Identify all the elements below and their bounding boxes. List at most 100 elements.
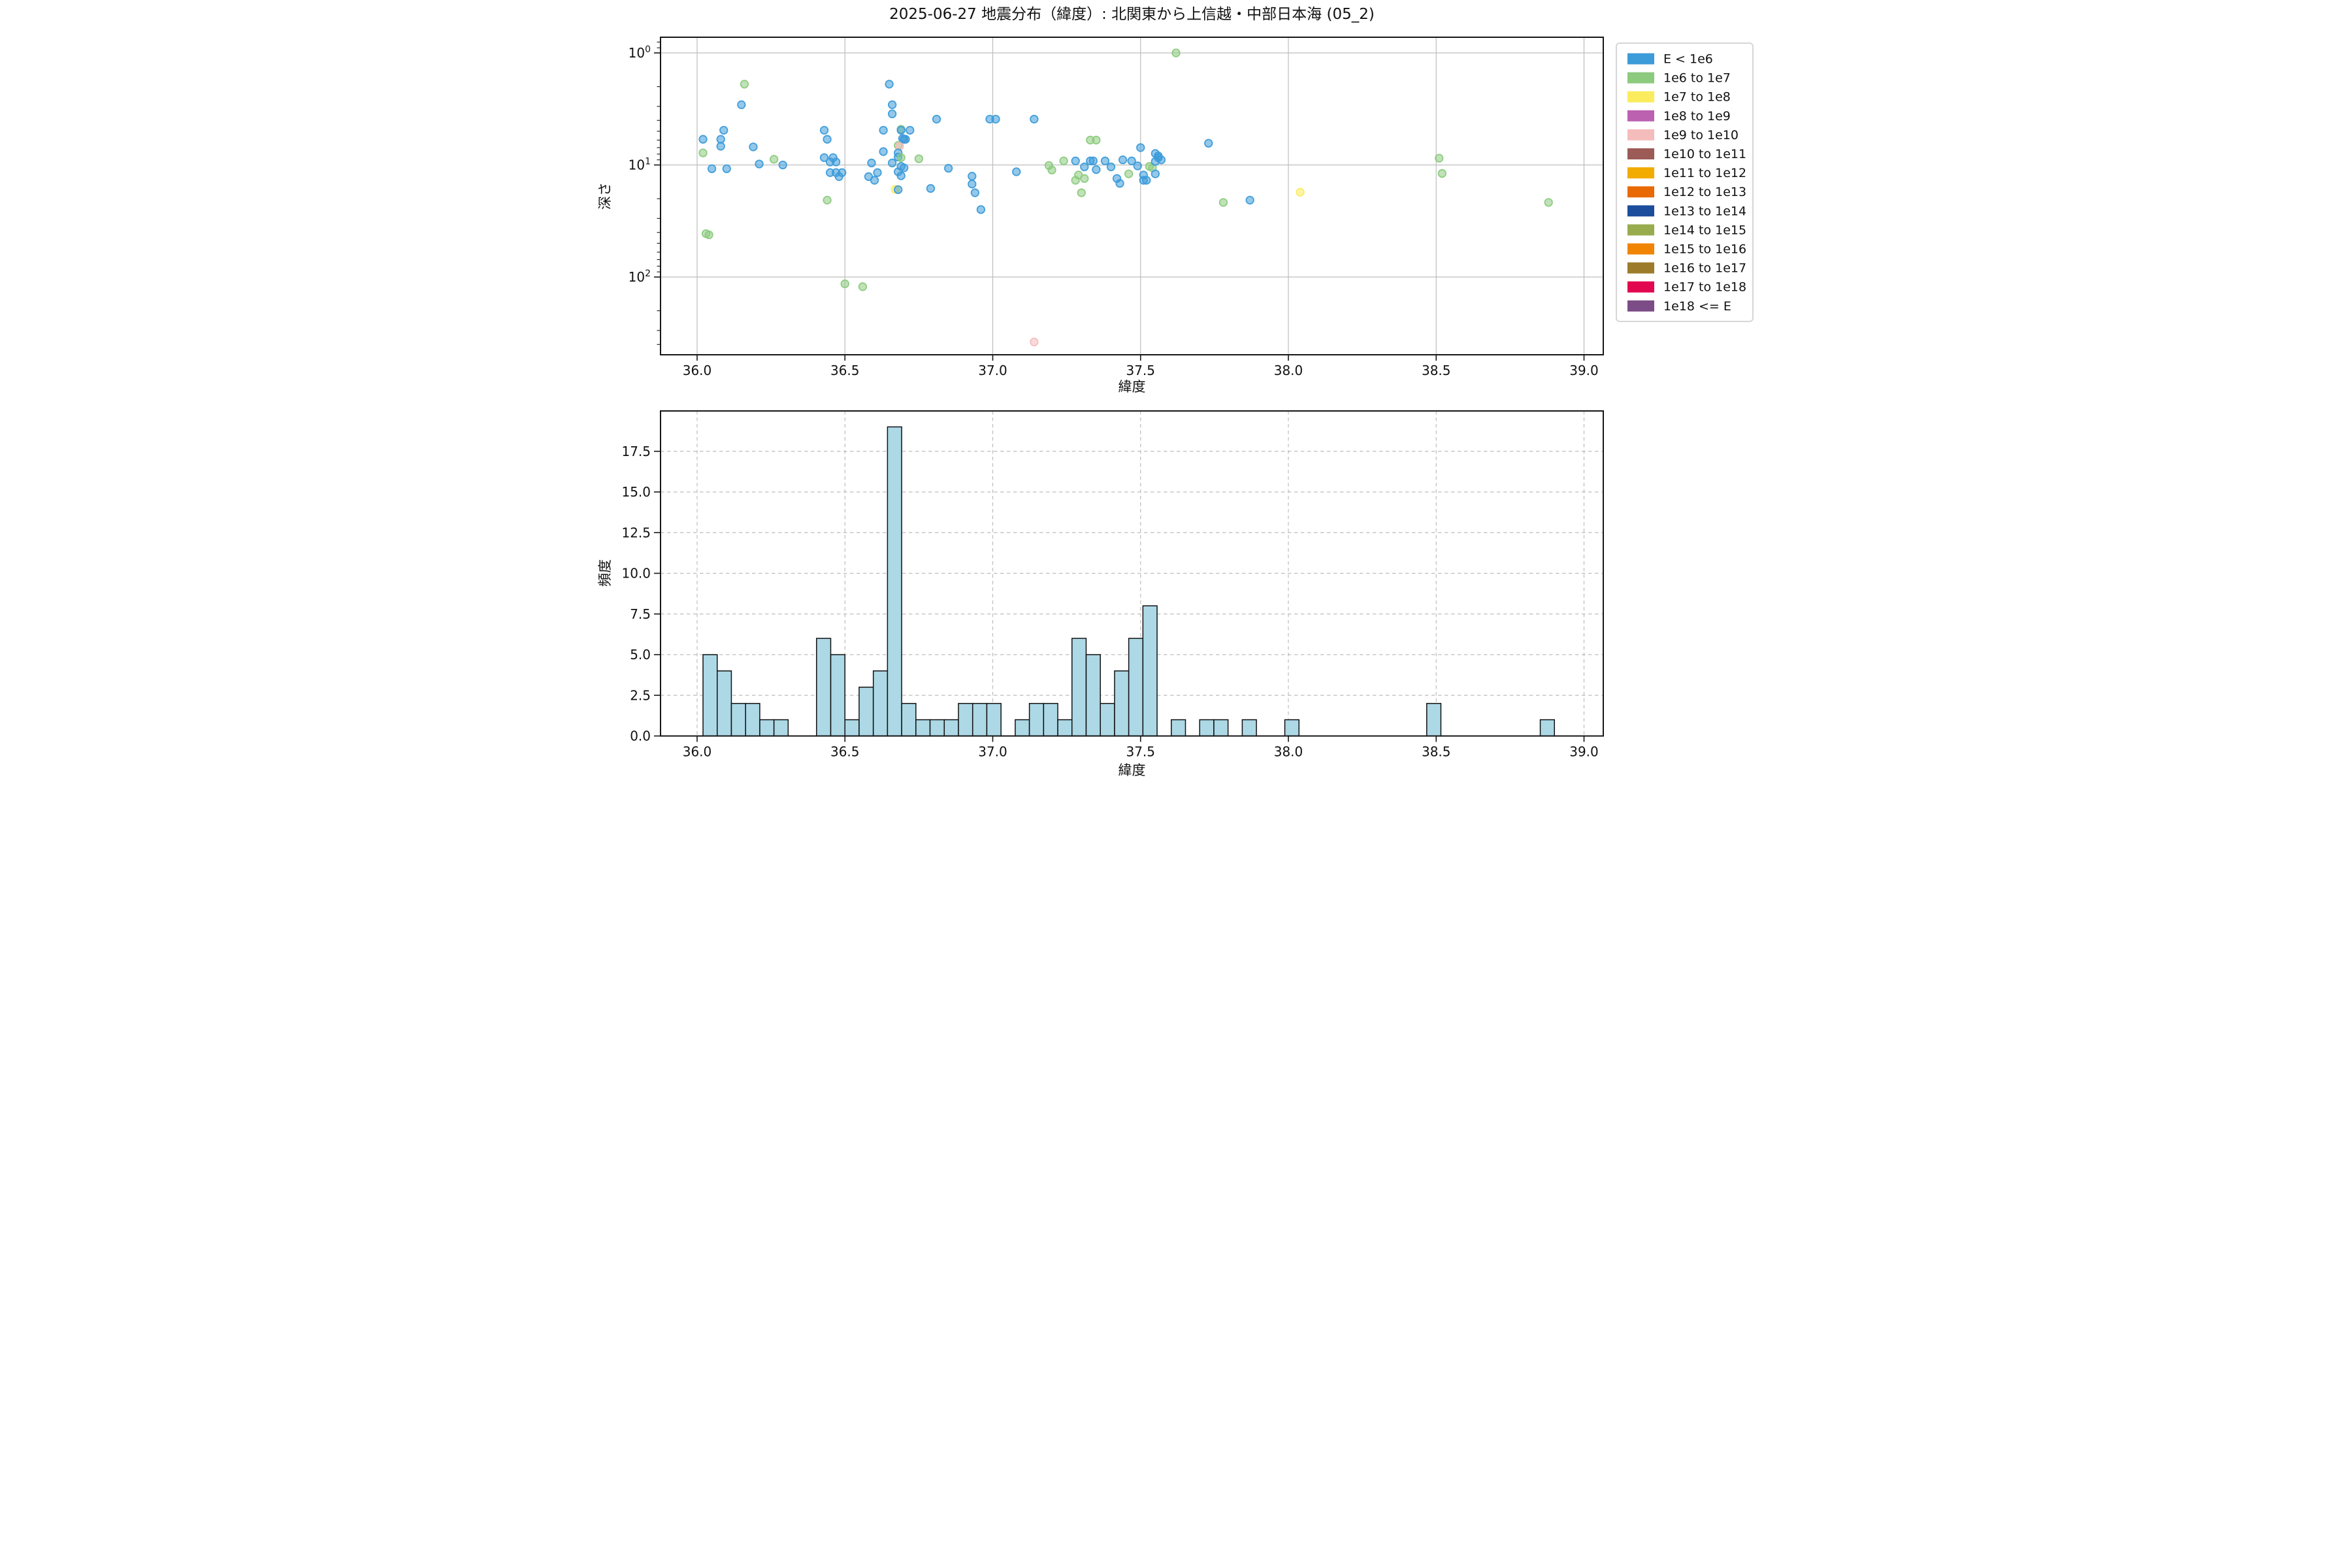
hist-bar	[958, 702, 973, 737]
legend-label: 1e18 <= E	[1663, 299, 1731, 314]
x-tick-label: 36.0	[683, 744, 712, 760]
hist-bar	[1085, 654, 1101, 737]
scatter-point	[1106, 162, 1116, 172]
scatter-point	[944, 163, 953, 173]
legend-label: E < 1e6	[1663, 52, 1713, 67]
scatter-point	[896, 171, 906, 180]
scatter-point	[740, 80, 749, 89]
legend-swatch	[1627, 167, 1654, 179]
scatter-point	[879, 147, 888, 156]
legend-label: 1e16 to 1e17	[1663, 261, 1746, 276]
scatter-point	[1077, 188, 1086, 197]
x-tick-label: 39.0	[1569, 363, 1599, 378]
y-tick-label: 2.5	[630, 687, 651, 703]
scatter-xlabel: 緯度	[1119, 379, 1146, 395]
scatter-point	[887, 158, 897, 168]
legend-swatch	[1627, 110, 1654, 122]
scatter-point	[749, 142, 758, 152]
hist-bar	[830, 654, 845, 737]
scatter-point	[1204, 139, 1213, 148]
scatter-point	[976, 205, 986, 214]
scatter-point	[840, 279, 849, 289]
scatter-point	[1080, 174, 1089, 183]
hist-bar	[717, 670, 732, 737]
hist-bar	[1114, 670, 1130, 737]
hist-bar	[1043, 702, 1058, 737]
hist-bar	[730, 702, 746, 737]
x-tick-label: 37.0	[978, 363, 1007, 378]
hist-bar	[1171, 719, 1186, 737]
scatter-point	[755, 159, 764, 169]
hist-bar	[887, 426, 902, 737]
hist-bar	[1213, 719, 1229, 737]
scatter-ylabel: 深さ	[597, 182, 613, 210]
x-tick-label: 37.5	[1126, 363, 1155, 378]
scatter-point	[722, 164, 731, 173]
scatter-point	[873, 168, 882, 177]
histogram-plot: 36.0 36.5 37.0 37.5 38.0 38.5 39.0 0.0 2.5 5.0 7.5…	[597, 410, 1604, 778]
histogram-ylabel: 頻度	[597, 559, 613, 587]
histogram-bars	[702, 426, 1556, 737]
scatter-point	[1059, 156, 1068, 165]
hist-bar	[1142, 605, 1158, 737]
hist-bar	[1028, 702, 1045, 737]
scatter-point	[1115, 179, 1124, 188]
scatter-point	[823, 195, 832, 205]
x-tick-label: 39.0	[1569, 744, 1599, 760]
hist-bar	[986, 702, 1002, 737]
scatter-point	[896, 125, 906, 135]
scatter-point	[970, 188, 979, 197]
x-tick-label: 37.5	[1126, 744, 1155, 760]
hist-bar	[816, 638, 832, 737]
histogram-axes: 36.0 36.5 37.0 37.5 38.0 38.5 39.0 0.0 2.5 5.0 7.5…	[621, 410, 1604, 760]
scatter-point	[707, 164, 717, 173]
scatter-point	[900, 163, 909, 172]
scatter-point	[698, 135, 708, 144]
scatter-point	[1156, 155, 1166, 165]
x-tick-label: 38.5	[1422, 363, 1451, 378]
scatter-point	[1124, 169, 1134, 178]
scatter-point	[887, 100, 897, 109]
scatter-point	[819, 125, 829, 135]
legend-label: 1e12 to 1e13	[1663, 185, 1746, 199]
legend-swatch	[1627, 300, 1654, 312]
scatter-point	[823, 135, 832, 144]
histogram-xlabel: 緯度	[1119, 762, 1146, 778]
hist-bar	[1241, 719, 1257, 737]
scatter-point	[831, 157, 841, 167]
scatter-point	[1245, 195, 1254, 205]
x-tick-label: 36.5	[830, 363, 860, 378]
x-tick-label: 38.5	[1422, 744, 1451, 760]
scatter-point	[968, 180, 977, 189]
chart-title: 2025-06-27 地震分布（緯度）: 北関東から上信越・中部日本海 (05_…	[889, 6, 1375, 23]
legend-swatch	[1627, 91, 1654, 103]
legend-label: 1e6 to 1e7	[1663, 71, 1731, 86]
scatter-point	[778, 160, 787, 170]
hist-bar	[872, 670, 889, 737]
scatter-point	[1030, 337, 1039, 347]
legend-swatch	[1627, 262, 1654, 274]
scatter-point	[1080, 162, 1089, 172]
legend-label: 1e13 to 1e14	[1663, 204, 1746, 218]
scatter-point	[1071, 156, 1080, 165]
x-tick-label: 37.0	[978, 744, 1007, 760]
hist-bar	[1100, 702, 1115, 737]
legend-label: 1e7 to 1e8	[1663, 90, 1731, 105]
scatter-point	[885, 80, 894, 89]
scatter-point	[991, 114, 1000, 124]
scatter-point	[716, 142, 725, 151]
scatter-point	[819, 153, 829, 162]
scatter-point	[1088, 156, 1098, 165]
legend-swatch	[1627, 148, 1654, 159]
y-tick-label: 0.0	[630, 728, 651, 744]
y-tick-label: 12.5	[621, 525, 651, 540]
figure-background	[588, 0, 1764, 784]
scatter-point	[1142, 176, 1151, 185]
scatter-point	[1171, 48, 1181, 57]
scatter-point	[1151, 169, 1160, 178]
scatter-point	[932, 114, 941, 124]
legend-swatch	[1627, 186, 1654, 198]
hist-bar	[1015, 719, 1030, 737]
legend-label: 1e8 to 1e9	[1663, 109, 1731, 123]
hist-bar	[844, 719, 860, 737]
